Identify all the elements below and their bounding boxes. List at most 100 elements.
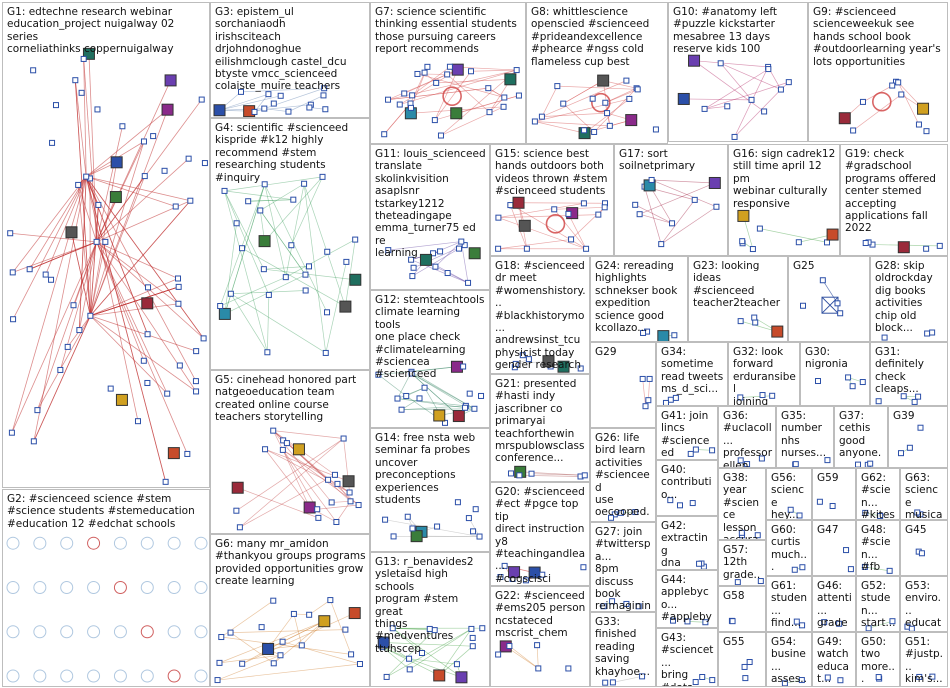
group-graph-g18 <box>511 352 584 373</box>
group-graph-g45 <box>915 548 925 557</box>
group-panel-g24: G24: rereading highlights schnekser book… <box>590 256 688 342</box>
group-panel-g16: G16: sign cadrek12 still time april 12 p… <box>728 144 840 256</box>
group-graph-g6 <box>214 597 363 684</box>
group-label-g20: G20: #scienceed #ect #pgce top tip direc… <box>495 486 586 585</box>
group-panel-g52: G52: studen... start... <box>856 576 900 632</box>
group-graph-g19 <box>862 239 943 254</box>
group-graph-g44 <box>669 617 709 626</box>
group-panel-g61: G61: studen... find... <box>766 576 812 632</box>
group-label-g54: G54: busine... asses... <box>771 636 807 686</box>
group-panel-g55: G55 <box>718 632 766 687</box>
group-panel-g59: G59 <box>812 468 856 520</box>
group-panel-g20: G20: #scienceed #ect #pgce top tip direc… <box>490 482 590 586</box>
group-panel-g30: G30: nigronia <box>800 342 870 406</box>
group-label-g29: G29 <box>595 346 617 358</box>
group-label-g60: G60: curtis much... <box>771 524 807 574</box>
group-graph-g60 <box>791 564 806 573</box>
group-label-g35: G35: number nhs nurses... <box>781 410 827 460</box>
group-panel-g49: G49: watch educat... <box>812 632 856 687</box>
group-label-g27: G27: join #twitterspa... 8pm discuss boo… <box>595 526 651 612</box>
group-label-g61: G61: studen... find... <box>771 580 808 630</box>
group-panel-g44: G44: applebyco... #applebyc... #sciencee… <box>656 570 718 628</box>
group-label-g36: G36: #uclacoll... professor ellen... <box>723 410 773 468</box>
group-graph-g22 <box>495 640 572 672</box>
group-graph-g54 <box>781 677 805 686</box>
group-label-g3: G3: epistem_ul sorchaniaodh irishsciteac… <box>215 6 347 93</box>
group-label-g62: G62: #scien... #kitesi... <box>861 472 895 520</box>
group-panel-g5: G5: cinehead honored part natgeoeducatio… <box>210 370 370 534</box>
group-panel-g13: G13: r_benavides2 ysletaisd high schools… <box>370 552 490 687</box>
group-panel-g36: G36: #uclacoll... professor ellen... <box>718 406 776 468</box>
group-graph-g14 <box>382 499 483 543</box>
group-label-g52: G52: studen... start... <box>861 580 896 630</box>
group-panel-g25: G25 <box>788 256 870 342</box>
group-panel-g33: G33: finished reading saving khayhoe... <box>590 612 656 687</box>
group-graph-g20 <box>497 562 587 584</box>
group-label-g16: G16: sign cadrek12 still time april 12 p… <box>733 148 836 210</box>
group-label-g49: G49: watch educat... <box>817 636 849 686</box>
group-label-g8: G8: whittlescience openscied #scienceed … <box>531 6 650 68</box>
group-graph-g5 <box>231 427 362 531</box>
group-graph-g9 <box>838 78 930 135</box>
group-label-g51: G51: #justp... kim's... <box>905 636 943 686</box>
group-label-g55: G55 <box>723 636 745 648</box>
group-label-g12: G12: stemteachtools climate learning too… <box>375 294 485 381</box>
group-label-g24: G24: rereading highlights schnekser book… <box>595 260 678 335</box>
group-panel-g31: G31: definitely check cleaps... <box>870 342 948 406</box>
group-label-g2: G2: #scienceed science #stem #science st… <box>7 493 195 530</box>
group-graph-g63 <box>914 509 924 518</box>
group-label-g38: G38: year #science lesson accura... <box>723 472 762 539</box>
group-graph-g37 <box>854 460 874 467</box>
group-panel-g26: G26: life bird learn activities #science… <box>590 428 656 522</box>
group-label-g32: G32: look forward erduransibel joining l… <box>733 346 796 406</box>
group-panel-g29: G29 <box>590 342 656 428</box>
group-panel-g28: G28: skip oldrockday dig books activitie… <box>870 256 948 342</box>
group-label-g39: G39 <box>893 410 915 422</box>
group-graph-g12 <box>375 360 485 426</box>
group-graph-g2 <box>6 536 208 683</box>
group-label-g30: G30: nigronia <box>805 346 848 371</box>
group-label-g44: G44: applebyco... #applebyc... #sciencee… <box>661 574 712 627</box>
group-panel-g42: G42: extracting dna saliva cool... <box>656 516 718 570</box>
group-graph-g15 <box>495 196 608 252</box>
group-graph-g13 <box>377 625 486 684</box>
group-label-g6: G6: many mr_amidon #thankyou groups prog… <box>215 538 366 588</box>
group-graph-g33 <box>602 673 646 686</box>
group-panel-g1: G1: edtechne research webinar education_… <box>2 2 210 488</box>
group-panel-g21: G21: presented #hasti indy jascribner co… <box>490 374 590 482</box>
group-graph-g17 <box>632 176 721 248</box>
group-graph-g7 <box>381 63 522 139</box>
group-panel-g8: G8: whittlescience openscied #scienceed … <box>526 2 668 144</box>
group-panel-g62: G62: #scien... #kitesi... <box>856 468 900 520</box>
group-panel-g54: G54: busine... asses... <box>766 632 812 687</box>
group-panel-g41: G41: join lincs #scienceed communit... <box>656 406 718 460</box>
group-label-g53: G53: enviro... educat... <box>905 580 942 631</box>
group-graph-g3 <box>213 85 329 117</box>
group-panel-g18: G18: #scienceed dr meet #womenshistory..… <box>490 256 590 374</box>
group-label-g14: G14: free nsta web seminar fa probes unc… <box>375 432 476 507</box>
group-label-g17: G17: sort soilnetprimary <box>619 148 696 173</box>
group-label-g33: G33: finished reading saving khayhoe... <box>595 616 650 678</box>
group-graph-g21 <box>507 465 588 480</box>
group-graph-g29 <box>639 375 653 410</box>
group-graph-g8 <box>531 74 659 140</box>
group-graph-g30 <box>814 374 866 390</box>
group-graph-g23 <box>737 314 784 338</box>
group-label-g28: G28: skip oldrockday dig books activitie… <box>875 260 933 335</box>
group-graph-g27 <box>600 598 642 610</box>
group-panel-g45: G45 <box>900 520 948 576</box>
group-graph-g55 <box>741 659 753 682</box>
group-label-g7: G7: science scientific thinking essentia… <box>375 6 517 56</box>
group-graph-g36 <box>737 455 765 467</box>
group-graph-g4 <box>217 173 362 356</box>
group-label-g56: G56: science hey... <box>771 472 805 520</box>
group-graph-g59 <box>816 498 836 509</box>
group-panel-g39: G39 <box>888 406 948 468</box>
group-graph-g46 <box>821 619 843 627</box>
group-graph-g57 <box>734 578 764 585</box>
group-graph-g50 <box>875 674 883 682</box>
group-panel-g46: G46: attenti... grades... <box>812 576 856 632</box>
group-panel-g40: G40: contributio... <box>656 460 718 516</box>
group-label-g34: G34: sometime read tweets ms_d_sci... <box>661 346 724 396</box>
group-graph-g47 <box>843 547 854 573</box>
